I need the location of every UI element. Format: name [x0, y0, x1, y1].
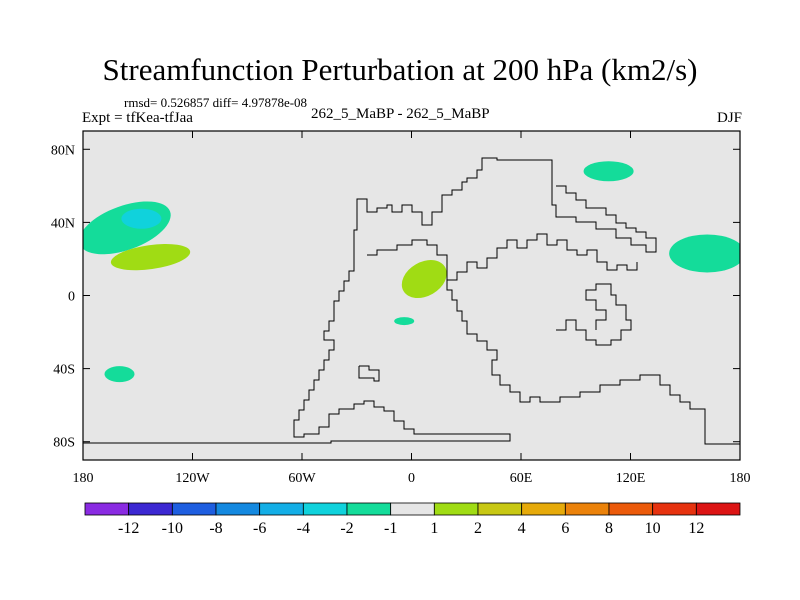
colorbar-box	[608, 502, 654, 516]
colorbar: -12 -10 -8 -6 -4 -2 -1 1 2 4 6 8 10 12	[84, 502, 741, 537]
x-tick-label: 60E	[510, 471, 533, 486]
contour-fills	[83, 161, 740, 383]
colorbar-label: -2	[340, 520, 353, 537]
anomaly-region	[401, 260, 447, 299]
colorbar-box	[564, 502, 610, 516]
coastline-eurasia-africa	[362, 157, 657, 253]
y-tick-label: 40S	[53, 363, 75, 378]
colorbar-label: -10	[162, 520, 183, 537]
x-tick-label: 60W	[288, 471, 316, 486]
colorbar-label: -6	[253, 520, 266, 537]
anomaly-region	[110, 243, 191, 271]
anomaly-region	[669, 234, 740, 273]
coastline-africa-east	[367, 239, 740, 445]
y-axis: 80N 40N 0 40S 80S	[51, 143, 740, 451]
colorbar-label: 6	[561, 520, 569, 537]
experiment-label: Expt = tfKea-tfJaa	[82, 110, 193, 126]
colorbar-label: 2	[474, 520, 482, 537]
coastline-eurasia-south	[83, 198, 511, 444]
colorbar-label: -12	[118, 520, 139, 537]
anomaly-region	[104, 366, 135, 383]
coastlines	[83, 157, 740, 445]
colorbar-box	[215, 502, 261, 516]
colorbar-label: 1	[430, 520, 438, 537]
x-tick-label: 120E	[616, 471, 646, 486]
coastline-southeast-asia	[556, 283, 632, 346]
x-axis: 180 120W 60W 0 60E 120E 180	[73, 131, 751, 486]
y-tick-label: 40N	[51, 216, 75, 231]
anomaly-region	[583, 161, 634, 182]
colorbar-box	[390, 502, 435, 516]
y-tick-label: 0	[68, 290, 75, 305]
center-label: 262_5_MaBP - 262_5_MaBP	[311, 106, 490, 122]
colorbar-box	[128, 502, 173, 516]
anomaly-region	[121, 208, 162, 229]
y-tick-label: 80N	[51, 143, 75, 158]
colorbar-box	[171, 502, 217, 516]
colorbar-box	[259, 502, 304, 516]
colorbar-label: -4	[297, 520, 310, 537]
colorbar-label: -8	[209, 520, 222, 537]
stats-line: rmsd= 0.526857 diff= 4.97878e-08	[124, 95, 308, 110]
colorbar-box	[477, 502, 523, 516]
colorbar-box	[695, 502, 741, 516]
colorbar-box	[652, 502, 697, 516]
chart-title: Streamfunction Perturbation at 200 hPa (…	[102, 52, 698, 87]
colorbar-label: 8	[605, 520, 613, 537]
colorbar-label: -1	[384, 520, 397, 537]
colorbar-label: 4	[518, 520, 526, 537]
coastline-island	[358, 365, 380, 382]
x-tick-label: 120W	[175, 471, 210, 486]
y-tick-label: 80S	[53, 436, 75, 451]
colorbar-box	[433, 502, 479, 516]
colorbar-label: 12	[688, 520, 704, 537]
colorbar-box	[346, 502, 392, 516]
coastline-arabia-india	[447, 233, 638, 281]
colorbar-box	[521, 502, 566, 516]
x-tick-label: 180	[73, 471, 94, 486]
colorbar-box	[302, 502, 348, 516]
season-label: DJF	[716, 110, 742, 126]
x-tick-label: 0	[408, 471, 415, 486]
anomaly-region	[394, 317, 415, 326]
colorbar-box	[84, 502, 130, 516]
colorbar-label: 10	[645, 520, 661, 537]
x-tick-label: 180	[730, 471, 751, 486]
